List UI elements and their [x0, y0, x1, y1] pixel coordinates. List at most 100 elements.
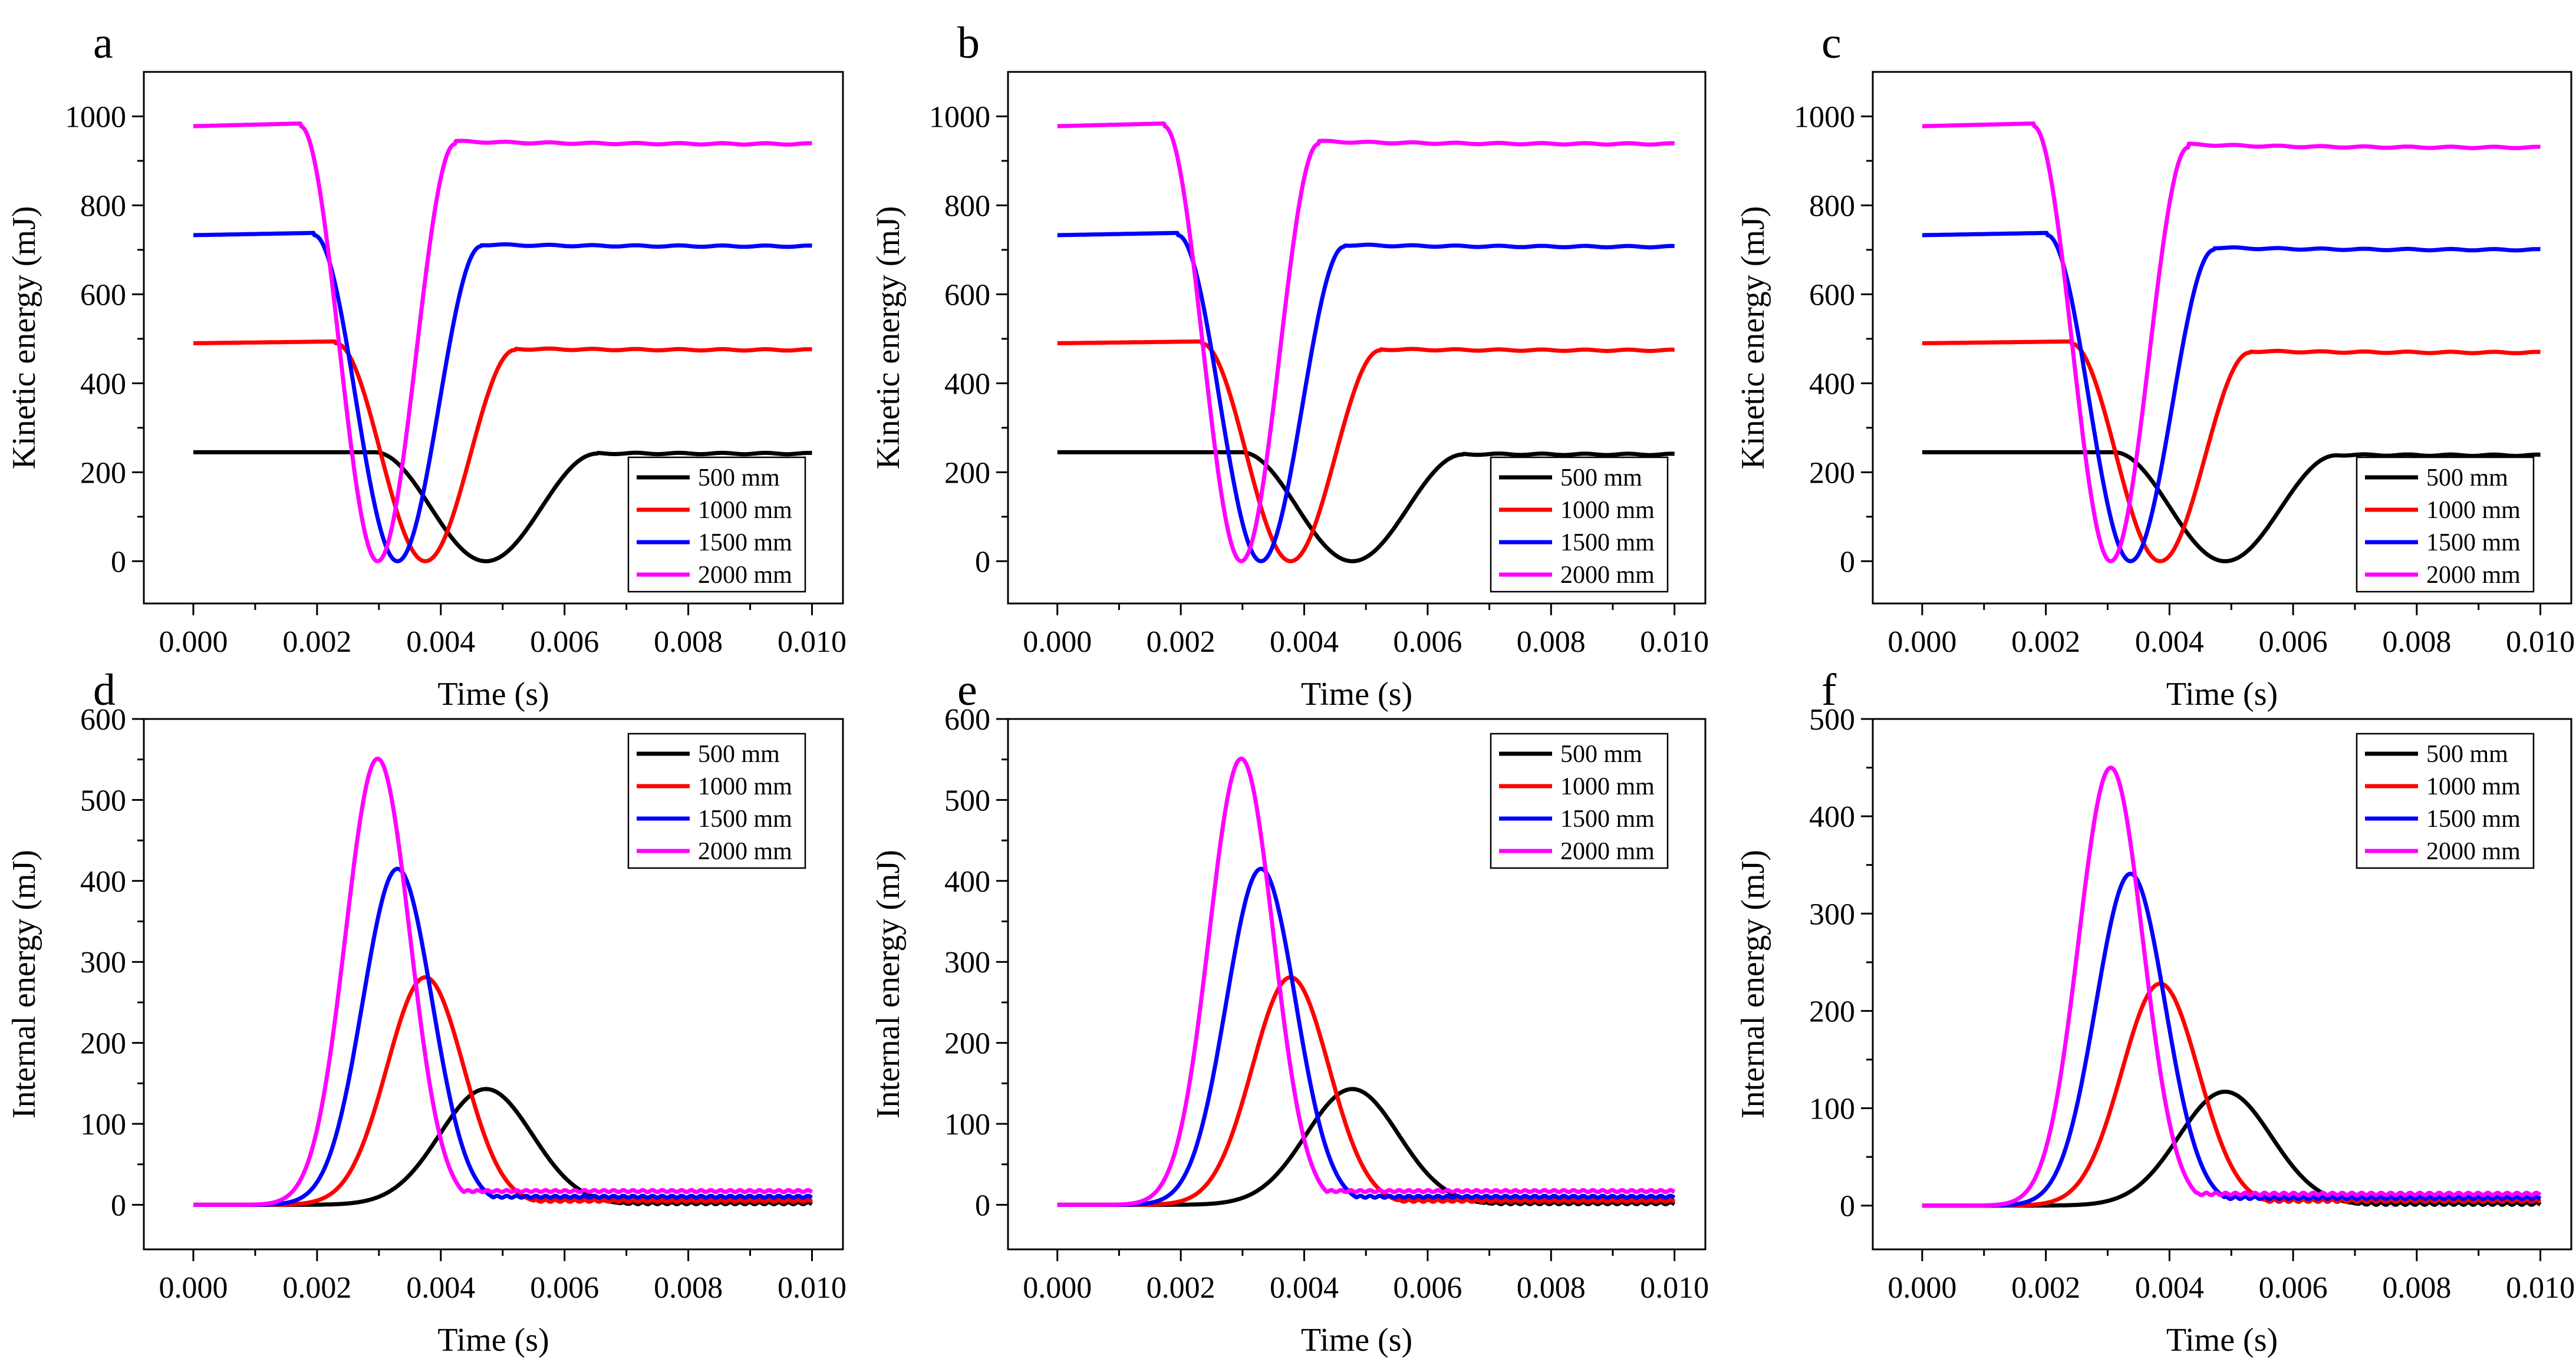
series-line-2: [1921, 981, 2542, 1208]
x-axis-title: Time (s): [1301, 676, 1412, 712]
x-tick-label: 0.002: [2011, 625, 2080, 659]
legend-label: 1000 mm: [698, 497, 792, 524]
series-line-3: [1056, 866, 1676, 1207]
x-tick-label: 0.010: [778, 625, 846, 659]
x-tick-label: 0.004: [406, 625, 475, 659]
y-tick-label: 800: [80, 189, 126, 223]
x-tick-label: 0.010: [1640, 625, 1709, 659]
legend-box: [627, 733, 806, 869]
plot-frame: [143, 718, 844, 1251]
legend-label: 1000 mm: [2426, 773, 2521, 800]
series-line-3: [192, 230, 813, 563]
panel-a: 0.000 0.002 0.004 0.006 0.008 0.010 0 200 400 600…: [6, 18, 846, 712]
y-tick-label: 600: [80, 703, 126, 737]
y-tick-label: 400: [1809, 800, 1855, 834]
legend-label: 2000 mm: [2426, 838, 2521, 865]
legend-label: 1500 mm: [1560, 529, 1655, 556]
series-line-2: [192, 339, 813, 563]
x-tick-label: 0.010: [1640, 1271, 1709, 1305]
panel-letter: c: [1821, 18, 1842, 68]
y-tick-label: 500: [1809, 703, 1855, 737]
x-tick-label: 0.006: [1393, 625, 1462, 659]
plot-frame: [143, 71, 844, 605]
x-tick-label: 0.008: [2382, 625, 2451, 659]
y-axis-title: Kinetic energy (mJ): [1735, 206, 1771, 470]
y-axis-title: Internal energy (mJ): [870, 850, 907, 1119]
x-tick-label: 0.002: [1147, 625, 1215, 659]
x-tick-label: 0.002: [2011, 1271, 2080, 1305]
legend-label: 1000 mm: [2426, 497, 2521, 524]
series-line-1: [1921, 1090, 2542, 1208]
panel-e: 0.000 0.002 0.004 0.006 0.008 0.010 0 100 200 300…: [870, 665, 1709, 1358]
x-tick-label: 0.004: [406, 1271, 475, 1305]
x-tick-label: 0.000: [1023, 625, 1092, 659]
plot-frame: [1007, 71, 1707, 605]
y-tick-label: 400: [80, 367, 126, 401]
legend-label: 1500 mm: [2426, 806, 2521, 833]
panel-f: 0.000 0.002 0.004 0.006 0.008 0.010 0 100 200 300…: [1735, 665, 2575, 1358]
y-tick-label: 1000: [1794, 100, 1855, 134]
legend-label: 2000 mm: [1560, 838, 1655, 865]
panel-c: 0.000 0.002 0.004 0.006 0.008 0.010 0 200 400 600…: [1735, 18, 2575, 712]
legend-box: [2356, 456, 2535, 593]
y-tick-label: 800: [944, 189, 990, 223]
y-tick-label: 100: [1809, 1093, 1855, 1126]
x-tick-label: 0.006: [530, 1271, 599, 1305]
x-tick-label: 0.006: [2259, 1271, 2328, 1305]
x-tick-label: 0.002: [1147, 1271, 1215, 1305]
series-line-2: [1921, 339, 2542, 563]
series-line-3: [1921, 872, 2542, 1208]
legend-label: 2000 mm: [698, 562, 792, 589]
y-tick-label: 0: [1840, 545, 1855, 579]
y-tick-label: 200: [944, 456, 990, 490]
x-tick-label: 0.010: [2506, 1271, 2575, 1305]
x-tick-label: 0.008: [1517, 1271, 1586, 1305]
legend-label: 500 mm: [2426, 464, 2508, 491]
y-tick-label: 800: [1809, 189, 1855, 223]
x-tick-label: 0.008: [654, 1271, 723, 1305]
x-tick-label: 0.004: [1270, 1271, 1339, 1305]
x-tick-label: 0.000: [159, 1271, 228, 1305]
legend: 500 mm 1000 mm 1500 mm 2000 mm: [627, 456, 806, 593]
panel-letter: d: [93, 665, 116, 715]
x-tick-label: 0.004: [2135, 1271, 2204, 1305]
y-tick-label: 100: [80, 1108, 126, 1142]
y-tick-label: 500: [80, 784, 126, 817]
x-tick-label: 0.006: [2259, 625, 2328, 659]
series-line-3: [1056, 230, 1676, 563]
series-line-4: [1921, 766, 2542, 1208]
x-axis-title: Time (s): [2166, 676, 2278, 712]
series-line-4: [192, 756, 813, 1207]
legend-label: 2000 mm: [1560, 562, 1655, 589]
plot-frame: [1007, 718, 1707, 1251]
y-tick-label: 300: [80, 946, 126, 979]
y-tick-label: 400: [944, 865, 990, 899]
legend-label: 2000 mm: [2426, 562, 2521, 589]
y-tick-label: 200: [80, 1027, 126, 1061]
y-tick-label: 1000: [65, 100, 126, 134]
panel-letter: e: [957, 665, 977, 715]
y-tick-label: 100: [944, 1108, 990, 1142]
x-tick-label: 0.000: [159, 625, 228, 659]
x-tick-label: 0.010: [2506, 625, 2575, 659]
y-tick-label: 300: [1809, 898, 1855, 931]
panel-d: 0.000 0.002 0.004 0.006 0.008 0.010 0 100 200 300…: [6, 665, 846, 1358]
legend-label: 500 mm: [698, 741, 780, 768]
legend-label: 1000 mm: [1560, 773, 1655, 800]
legend-box: [627, 456, 806, 593]
x-tick-label: 0.004: [2135, 625, 2204, 659]
legend-label: 1000 mm: [1560, 497, 1655, 524]
series-line-4: [1056, 756, 1676, 1207]
y-tick-label: 400: [1809, 367, 1855, 401]
x-tick-label: 0.008: [654, 625, 723, 659]
legend: 500 mm 1000 mm 1500 mm 2000 mm: [2356, 456, 2535, 593]
legend-box: [2356, 733, 2535, 869]
y-tick-label: 200: [944, 1027, 990, 1061]
series-line-3: [192, 866, 813, 1207]
legend: 500 mm 1000 mm 1500 mm 2000 mm: [1490, 733, 1669, 869]
x-axis-title: Time (s): [437, 1322, 549, 1358]
y-axis-title: Kinetic energy (mJ): [870, 206, 907, 470]
y-tick-label: 0: [111, 1189, 126, 1222]
x-tick-label: 0.006: [530, 625, 599, 659]
